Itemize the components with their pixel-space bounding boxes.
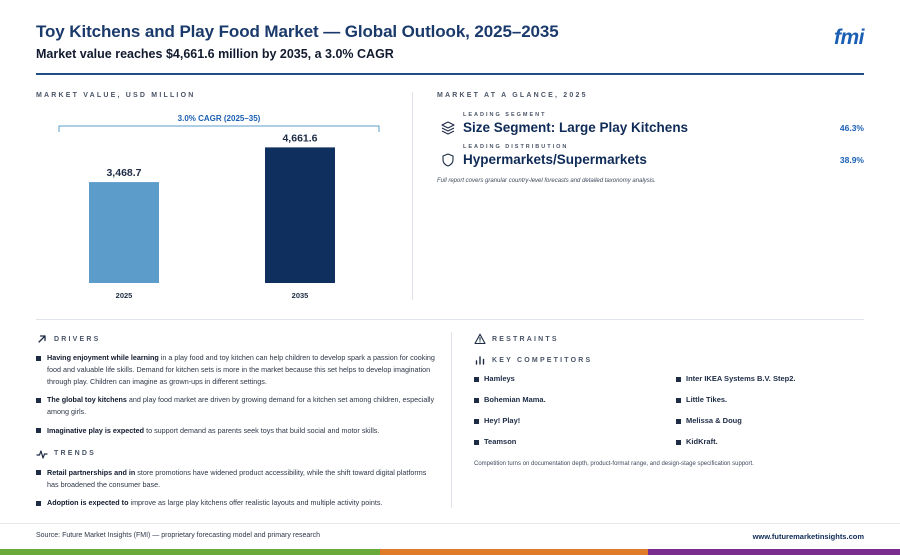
competition-note: Competition turns on documentation depth…	[474, 461, 754, 467]
brand-color-band	[0, 549, 900, 555]
bar-2025	[89, 182, 159, 283]
driver-item: Imaginative play is expected to support …	[36, 425, 436, 437]
band-segment-orange	[380, 549, 648, 555]
at-a-glance-label: MARKET AT A GLANCE, 2025	[437, 92, 588, 99]
arrow-up-right-icon	[38, 335, 46, 343]
glance-note: Full report covers granular country-leve…	[437, 178, 656, 184]
leading-distribution-share: 38.9%	[839, 155, 864, 165]
section-divider	[36, 319, 864, 320]
cagr-bracket	[58, 125, 380, 132]
at-a-glance-panel: MARKET AT A GLANCE, 2025 LEADING SEGMENT…	[437, 92, 864, 184]
restraints-label: RESTRAINTS	[492, 335, 559, 343]
competitor-item[interactable]: Hey! Play!	[474, 416, 520, 425]
drivers-label: DRIVERS	[54, 335, 101, 343]
report-header: Toy Kitchens and Play Food Market — Glob…	[36, 22, 865, 61]
leading-distribution-row: LEADING DISTRIBUTION Hypermarkets/Superm…	[437, 144, 864, 174]
band-segment-green	[0, 549, 380, 555]
warning-icon	[474, 333, 486, 345]
market-value-panel: MARKET VALUE, USD MILLION 3.0% CAGR (202…	[36, 92, 412, 300]
leading-distribution-name: Hypermarkets/Supermarkets	[463, 152, 647, 167]
leading-segment-row: LEADING SEGMENT Size Segment: Large Play…	[437, 112, 864, 142]
category-label-2035: 2035	[292, 291, 309, 300]
drivers-trends-panel: DRIVERS Having enjoyment while learning …	[36, 332, 436, 509]
panel-divider	[412, 92, 413, 300]
driver-item: Having enjoyment while learning in a pla…	[36, 352, 436, 387]
page-subtitle: Market value reaches $4,661.6 million by…	[36, 47, 394, 61]
layers-icon	[441, 121, 455, 135]
footer-divider	[0, 523, 900, 524]
trends-label: TRENDS	[54, 450, 96, 458]
band-segment-purple	[648, 549, 900, 555]
lower-divider	[451, 332, 452, 508]
driver-item: The global toy kitchens and play food ma…	[36, 394, 436, 418]
shield-icon	[442, 153, 454, 167]
competitor-item[interactable]: KidKraft.	[676, 437, 718, 446]
market-value-label: MARKET VALUE, USD MILLION	[36, 92, 196, 99]
value-label-2035: 4,661.6	[282, 132, 317, 144]
source-note: Source: Future Market Insights (FMI) — p…	[36, 532, 320, 539]
competitor-item[interactable]: Melissa & Doug	[676, 416, 742, 425]
bar-2035	[265, 147, 335, 283]
trends-heading: TRENDS	[36, 447, 436, 461]
competitor-item[interactable]: Inter IKEA Systems B.V. Step2.	[676, 374, 796, 383]
activity-icon	[36, 450, 48, 459]
trend-item: Retail partnerships and in store promoti…	[36, 467, 436, 491]
website-link[interactable]: www.futuremarketinsights.com	[752, 532, 864, 541]
cagr-annotation: 3.0% CAGR (2025–35)	[178, 114, 261, 123]
competitor-item[interactable]: Bohemian Mama.	[474, 395, 546, 404]
page-title: Toy Kitchens and Play Food Market — Glob…	[36, 22, 559, 41]
header-divider	[36, 73, 864, 75]
competitors-label: KEY COMPETITORS	[492, 356, 593, 364]
leading-segment-caption: LEADING SEGMENT	[463, 112, 547, 118]
value-label-2025: 3,468.7	[106, 167, 141, 179]
restraints-competitors-panel: RESTRAINTS KEY COMPETITORS Hamleys Inter…	[474, 332, 864, 467]
competitor-item[interactable]: Teamson	[474, 437, 516, 446]
market-value-chart: 3.0% CAGR (2025–35) 3,468.7 2025 4,661.6 203…	[58, 114, 380, 300]
trend-item: Adoption is expected to improve as large…	[36, 497, 436, 509]
leading-segment-share: 46.3%	[839, 123, 864, 133]
leading-segment-name: Size Segment: Large Play Kitchens	[463, 120, 689, 135]
bar-chart-icon	[475, 356, 485, 365]
fmi-logo[interactable]: fmi	[834, 26, 865, 49]
competitors-heading: KEY COMPETITORS	[474, 353, 592, 367]
drivers-heading: DRIVERS	[36, 332, 436, 346]
leading-distribution-caption: LEADING DISTRIBUTION	[463, 144, 569, 150]
restraints-heading: RESTRAINTS	[474, 332, 864, 346]
competitor-item[interactable]: Hamleys	[474, 374, 515, 383]
competitor-item[interactable]: Little Tikes.	[676, 395, 727, 404]
category-label-2025: 2025	[116, 291, 133, 300]
